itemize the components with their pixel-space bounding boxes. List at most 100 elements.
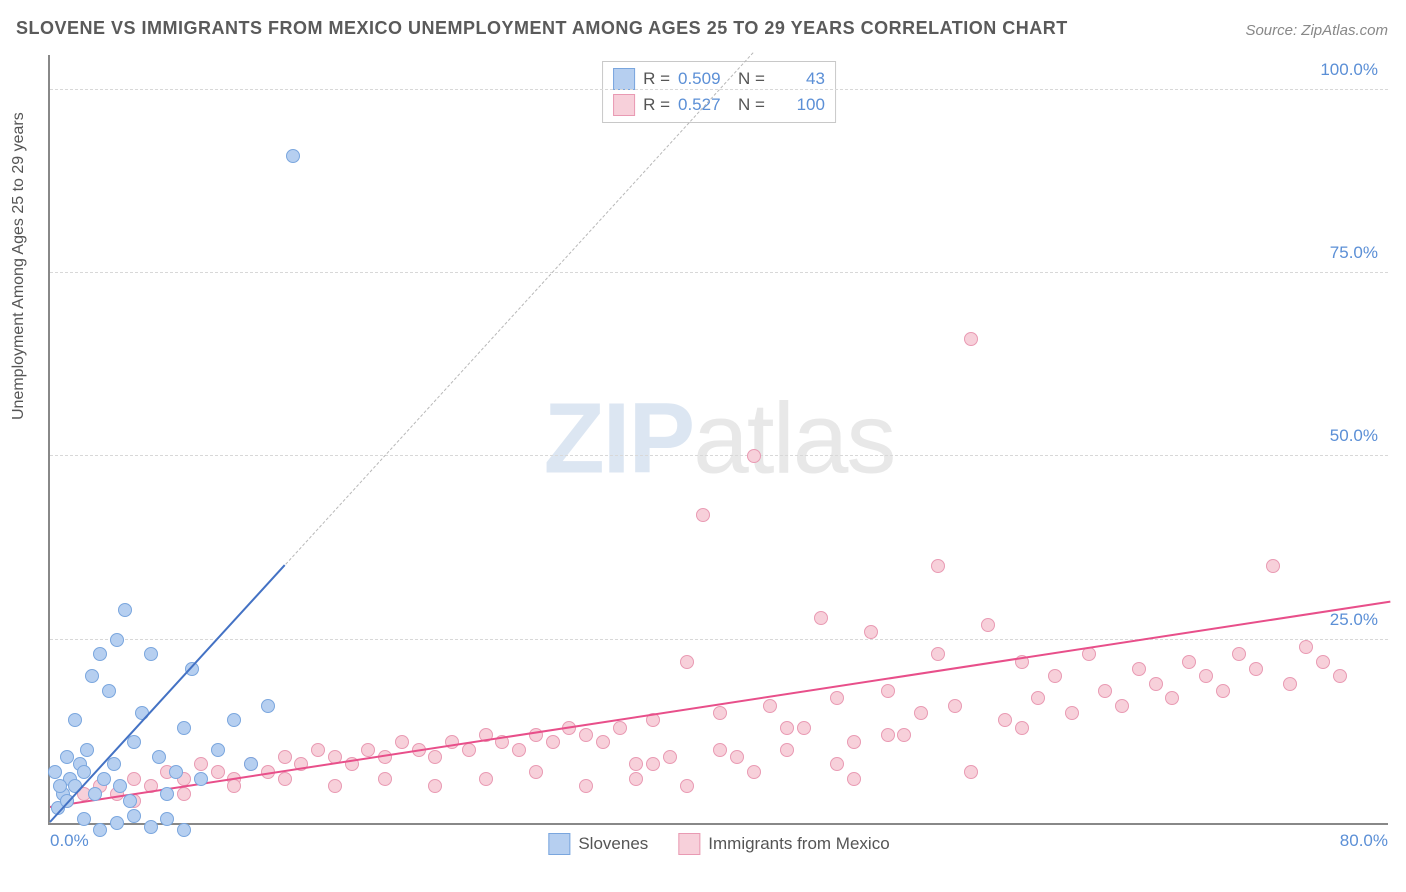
- data-point-mexico: [680, 779, 694, 793]
- data-point-mexico: [1199, 669, 1213, 683]
- data-point-slovenes: [194, 772, 208, 786]
- data-point-mexico: [646, 757, 660, 771]
- data-point-mexico: [931, 647, 945, 661]
- stats-row-mexico: R = 0.527 N = 100: [613, 92, 825, 118]
- trendline-mexico: [50, 601, 1390, 808]
- data-point-mexico: [1048, 669, 1062, 683]
- data-point-mexico: [881, 684, 895, 698]
- data-point-slovenes: [123, 794, 137, 808]
- data-point-slovenes: [127, 735, 141, 749]
- n-label: N =: [738, 69, 765, 89]
- data-point-mexico: [696, 508, 710, 522]
- legend-item-slovenes: Slovenes: [548, 833, 648, 855]
- legend-item-mexico: Immigrants from Mexico: [678, 833, 889, 855]
- swatch-mexico: [613, 94, 635, 116]
- data-point-slovenes: [107, 757, 121, 771]
- r-label: R =: [643, 69, 670, 89]
- n-label: N =: [738, 95, 765, 115]
- data-point-mexico: [328, 779, 342, 793]
- data-point-slovenes: [53, 779, 67, 793]
- ytick-label: 50.0%: [1330, 426, 1378, 446]
- data-point-mexico: [177, 787, 191, 801]
- ytick-label: 75.0%: [1330, 243, 1378, 263]
- data-point-mexico: [127, 772, 141, 786]
- data-point-mexico: [1098, 684, 1112, 698]
- chart-container: SLOVENE VS IMMIGRANTS FROM MEXICO UNEMPL…: [0, 0, 1406, 892]
- data-point-slovenes: [177, 721, 191, 735]
- data-point-mexico: [428, 750, 442, 764]
- swatch-slovenes: [613, 68, 635, 90]
- data-point-mexico: [479, 772, 493, 786]
- data-point-mexico: [361, 743, 375, 757]
- data-point-mexico: [931, 559, 945, 573]
- data-point-slovenes: [144, 820, 158, 834]
- bottom-legend: Slovenes Immigrants from Mexico: [548, 833, 889, 855]
- data-point-mexico: [613, 721, 627, 735]
- data-point-mexico: [881, 728, 895, 742]
- data-point-slovenes: [60, 750, 74, 764]
- data-point-slovenes: [93, 823, 107, 837]
- data-point-mexico: [1299, 640, 1313, 654]
- data-point-mexico: [1031, 691, 1045, 705]
- data-point-mexico: [1232, 647, 1246, 661]
- watermark-atlas: atlas: [693, 383, 894, 495]
- data-point-slovenes: [110, 633, 124, 647]
- data-point-mexico: [629, 772, 643, 786]
- gridline: [50, 639, 1388, 640]
- n-value-mexico: 100: [773, 95, 825, 115]
- trendline-slovenes: [49, 565, 285, 823]
- data-point-mexico: [395, 735, 409, 749]
- data-point-mexico: [579, 779, 593, 793]
- data-point-mexico: [378, 772, 392, 786]
- data-point-mexico: [596, 735, 610, 749]
- n-value-slovenes: 43: [773, 69, 825, 89]
- data-point-mexico: [546, 735, 560, 749]
- data-point-mexico: [780, 743, 794, 757]
- data-point-mexico: [1316, 655, 1330, 669]
- data-point-slovenes: [152, 750, 166, 764]
- data-point-mexico: [1132, 662, 1146, 676]
- data-point-mexico: [763, 699, 777, 713]
- data-point-mexico: [1115, 699, 1129, 713]
- data-point-slovenes: [97, 772, 111, 786]
- data-point-slovenes: [68, 713, 82, 727]
- xtick-label: 80.0%: [1340, 831, 1388, 851]
- data-point-slovenes: [160, 787, 174, 801]
- data-point-slovenes: [244, 757, 258, 771]
- data-point-mexico: [512, 743, 526, 757]
- data-point-mexico: [1283, 677, 1297, 691]
- data-point-mexico: [780, 721, 794, 735]
- data-point-slovenes: [169, 765, 183, 779]
- data-point-mexico: [830, 757, 844, 771]
- data-point-slovenes: [118, 603, 132, 617]
- gridline: [50, 272, 1388, 273]
- data-point-mexico: [897, 728, 911, 742]
- data-point-mexico: [1149, 677, 1163, 691]
- data-point-mexico: [830, 691, 844, 705]
- data-point-slovenes: [110, 816, 124, 830]
- data-point-mexico: [1015, 721, 1029, 735]
- data-point-mexico: [462, 743, 476, 757]
- data-point-mexico: [1333, 669, 1347, 683]
- data-point-slovenes: [211, 743, 225, 757]
- data-point-mexico: [797, 721, 811, 735]
- data-point-slovenes: [80, 743, 94, 757]
- data-point-mexico: [428, 779, 442, 793]
- data-point-slovenes: [127, 809, 141, 823]
- data-point-slovenes: [177, 823, 191, 837]
- gridline: [50, 455, 1388, 456]
- swatch-mexico: [678, 833, 700, 855]
- data-point-slovenes: [88, 787, 102, 801]
- data-point-mexico: [194, 757, 208, 771]
- data-point-mexico: [1165, 691, 1179, 705]
- r-label: R =: [643, 95, 670, 115]
- data-point-slovenes: [261, 699, 275, 713]
- data-point-mexico: [814, 611, 828, 625]
- data-point-slovenes: [113, 779, 127, 793]
- data-point-slovenes: [85, 669, 99, 683]
- watermark-zip: ZIP: [544, 383, 694, 495]
- data-point-slovenes: [102, 684, 116, 698]
- data-point-mexico: [964, 765, 978, 779]
- stats-legend: R = 0.509 N = 43 R = 0.527 N = 100: [602, 61, 836, 123]
- data-point-mexico: [747, 765, 761, 779]
